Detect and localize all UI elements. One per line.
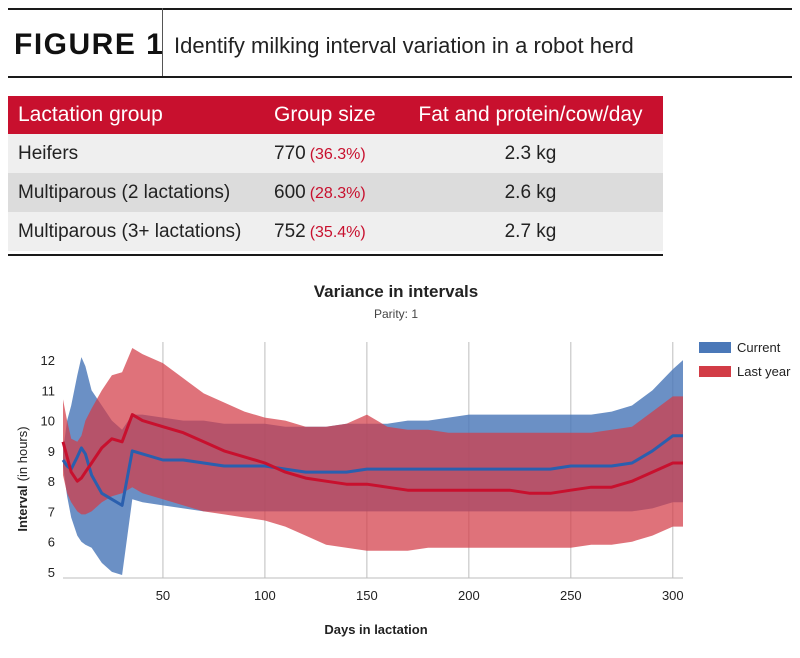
table-bottom-rule xyxy=(8,254,663,256)
table-row: Multiparous (3+ lactations) 752 (35.4%) 2… xyxy=(8,212,663,251)
legend-label: Current xyxy=(737,340,781,355)
legend-label: Last year xyxy=(737,364,791,379)
figure-label: FIGURE 1 xyxy=(14,28,165,61)
figure-top-rule xyxy=(8,8,792,10)
row-group-size: 770 (36.3%) xyxy=(274,134,398,173)
chart-legend: Current Last year xyxy=(699,340,791,379)
figure-header-bottom-rule xyxy=(8,76,792,78)
x-tick-label: 300 xyxy=(662,588,684,603)
group-size-value: 770 xyxy=(274,142,306,164)
figure-title: Identify milking interval variation in a… xyxy=(174,33,634,58)
x-tick-labels: 50 100 150 200 250 300 xyxy=(156,588,684,603)
chart-title: Variance in intervals xyxy=(314,282,478,301)
y-axis-label: Interval (in hours) xyxy=(15,426,30,531)
row-group-size: 752 (35.4%) xyxy=(274,212,398,251)
band-last-year xyxy=(63,348,683,551)
y-tick-label: 11 xyxy=(42,383,56,398)
y-tick-label: 7 xyxy=(48,504,55,519)
table-row: Heifers 770 (36.3%) 2.3 kg xyxy=(8,134,663,173)
x-tick-label: 250 xyxy=(560,588,582,603)
y-tick-label: 9 xyxy=(48,444,55,459)
y-tick-label: 5 xyxy=(48,565,55,580)
group-size-percent: (35.4%) xyxy=(309,223,366,241)
series-lines xyxy=(61,413,683,507)
figure-header-divider xyxy=(162,8,163,76)
group-size-value: 752 xyxy=(274,220,306,242)
group-size-percent: (36.3%) xyxy=(309,145,366,163)
line-current xyxy=(61,434,683,507)
x-tick-label: 50 xyxy=(156,588,170,603)
row-fat-protein: 2.3 kg xyxy=(398,134,663,173)
x-axis-label: Days in lactation xyxy=(324,622,427,637)
x-tick-label: 150 xyxy=(356,588,378,603)
y-tick-label: 12 xyxy=(41,353,55,368)
y-tick-label: 8 xyxy=(48,474,55,489)
row-fat-protein: 2.7 kg xyxy=(398,212,663,251)
header-fat-protein: Fat and protein/cow/day xyxy=(398,96,663,134)
x-tick-label: 100 xyxy=(254,588,276,603)
y-tick-label: 6 xyxy=(48,535,55,550)
legend-swatch xyxy=(699,342,731,353)
table-row: Multiparous (2 lactations) 600 (28.3%) 2.… xyxy=(8,173,663,212)
lactation-group-table: Lactation group Group size Fat and prote… xyxy=(8,96,663,251)
row-group-name: Multiparous (3+ lactations) xyxy=(8,212,274,251)
row-group-size: 600 (28.3%) xyxy=(274,173,398,212)
row-group-name: Multiparous (2 lactations) xyxy=(8,173,274,212)
variance-chart: Variance in intervals Parity: 1 50 100 150… xyxy=(15,282,791,637)
group-size-value: 600 xyxy=(274,181,306,203)
header-group-size: Group size xyxy=(274,96,398,134)
y-tick-labels: 5 6 7 8 9 10 11 12 xyxy=(41,353,55,580)
header-lactation-group: Lactation group xyxy=(8,96,274,134)
y-tick-label: 10 xyxy=(41,414,55,429)
legend-swatch xyxy=(699,366,731,377)
line-last-year xyxy=(61,413,683,495)
group-size-percent: (28.3%) xyxy=(309,184,366,202)
table-header-row: Lactation group Group size Fat and prote… xyxy=(8,96,663,134)
chart-subtitle: Parity: 1 xyxy=(374,307,418,321)
row-group-name: Heifers xyxy=(8,134,274,173)
row-fat-protein: 2.6 kg xyxy=(398,173,663,212)
y-axis-label-unit: (in hours) xyxy=(15,426,30,481)
series-bands xyxy=(63,348,683,575)
x-tick-label: 200 xyxy=(458,588,480,603)
y-axis-label-main: Interval xyxy=(15,485,30,531)
